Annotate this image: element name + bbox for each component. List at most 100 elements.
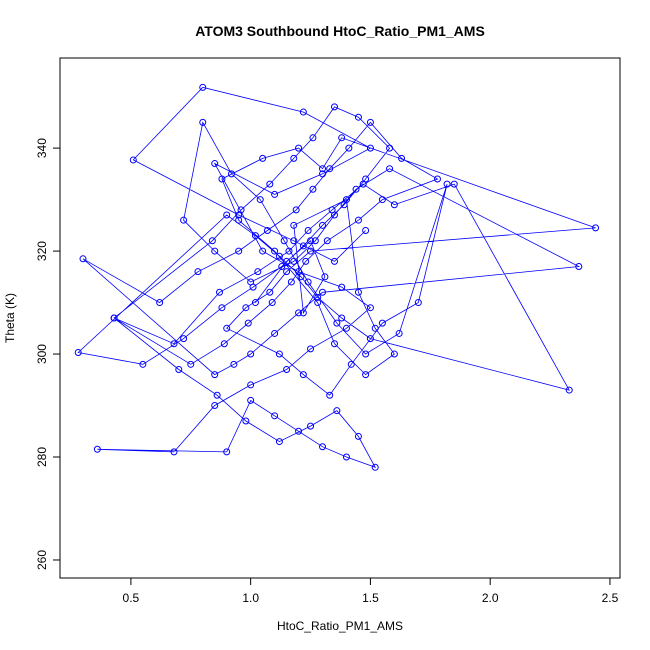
point — [311, 237, 319, 245]
point — [242, 304, 250, 312]
point — [223, 324, 231, 332]
point — [275, 438, 283, 446]
point — [180, 216, 188, 224]
point — [371, 324, 379, 332]
point — [235, 211, 243, 219]
point — [244, 319, 252, 327]
point — [254, 268, 262, 276]
point — [211, 160, 219, 168]
point — [330, 257, 338, 265]
point — [338, 283, 346, 291]
point — [321, 273, 329, 281]
chart-title: ATOM3 Southbound HtoC_Ratio_PM1_AMS — [195, 23, 485, 39]
point — [414, 299, 422, 307]
point — [170, 448, 178, 456]
point — [354, 288, 362, 296]
y-tick-label: 320 — [35, 241, 49, 261]
point — [266, 288, 274, 296]
point — [398, 154, 406, 162]
point — [378, 319, 386, 327]
point — [307, 237, 315, 245]
point — [304, 226, 312, 234]
point — [323, 237, 331, 245]
point — [338, 134, 346, 142]
point — [271, 412, 279, 420]
point — [378, 196, 386, 204]
point — [266, 180, 274, 188]
point — [290, 257, 298, 265]
point — [290, 221, 298, 229]
point — [230, 360, 238, 368]
point — [390, 350, 398, 358]
y-axis-label: Theta (K) — [3, 293, 17, 343]
point — [271, 247, 279, 255]
x-axis-label: HtoC_Ratio_PM1_AMS — [277, 619, 403, 633]
point — [275, 350, 283, 358]
point — [242, 417, 250, 425]
point — [156, 299, 164, 307]
point — [362, 350, 370, 358]
point — [180, 335, 188, 343]
point — [307, 345, 315, 353]
y-tick-label: 260 — [35, 550, 49, 570]
point — [565, 386, 573, 394]
point — [319, 288, 327, 296]
point — [342, 453, 350, 461]
point — [299, 309, 307, 317]
point — [342, 324, 350, 332]
x-tick-label: 2.0 — [482, 591, 499, 605]
point — [199, 118, 207, 126]
y-tick-label: 300 — [35, 344, 49, 364]
point — [290, 237, 298, 245]
point — [309, 185, 317, 193]
point — [319, 221, 327, 229]
point — [292, 206, 300, 214]
point — [362, 226, 370, 234]
point — [330, 340, 338, 348]
point — [390, 201, 398, 209]
point — [314, 293, 322, 301]
point — [93, 445, 101, 453]
point — [271, 190, 279, 198]
point — [280, 237, 288, 245]
point — [278, 263, 286, 271]
point — [283, 365, 291, 373]
point — [450, 180, 458, 188]
point — [218, 304, 226, 312]
point — [218, 175, 226, 183]
point — [352, 185, 360, 193]
point — [259, 247, 267, 255]
series-line — [77, 86, 596, 469]
point — [333, 319, 341, 327]
point — [235, 247, 243, 255]
point — [362, 175, 370, 183]
point — [319, 165, 327, 173]
point — [354, 216, 362, 224]
point — [299, 108, 307, 116]
point — [275, 252, 283, 260]
point — [263, 226, 271, 234]
point — [213, 391, 221, 399]
point — [187, 360, 195, 368]
point — [345, 144, 353, 152]
point — [366, 335, 374, 343]
point — [79, 255, 87, 263]
point — [326, 391, 334, 399]
x-tick-label: 2.5 — [602, 591, 619, 605]
point — [211, 371, 219, 379]
point — [287, 278, 295, 286]
point — [333, 407, 341, 415]
point — [592, 224, 600, 232]
point — [314, 299, 322, 307]
y-tick-label: 340 — [35, 138, 49, 158]
point — [319, 443, 327, 451]
point — [338, 314, 346, 322]
point — [395, 329, 403, 337]
point — [259, 154, 267, 162]
point — [235, 216, 243, 224]
point — [247, 396, 255, 404]
x-tick-label: 1.0 — [242, 591, 259, 605]
plot-frame — [59, 57, 621, 579]
